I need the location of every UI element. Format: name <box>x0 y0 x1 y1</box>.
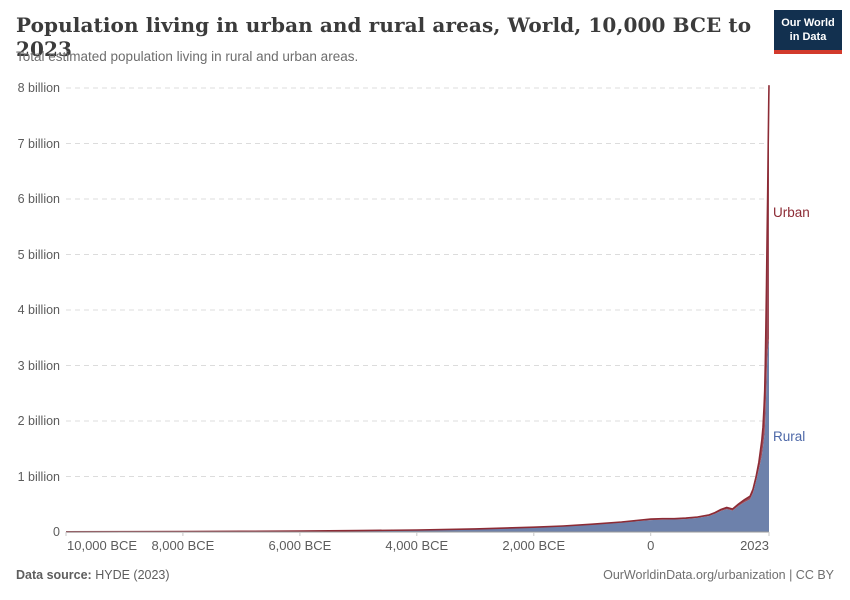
y-axis: 0 1 billion 2 billion 3 billion 4 billion 5 b… <box>0 0 60 560</box>
x-tick-label: 0 <box>647 538 655 553</box>
y-tick-label: 8 billion <box>17 81 60 95</box>
footer: Data source: HYDE (2023) OurWorldinData.… <box>16 568 834 582</box>
x-tick-label: 8,000 BCE <box>151 538 215 553</box>
series-label-rural: Rural <box>773 428 806 444</box>
y-tick-label: 4 billion <box>17 303 60 317</box>
x-tick-label: 6,000 BCE <box>268 538 332 553</box>
y-tick-label: 2 billion <box>17 414 60 428</box>
y-tick-label: 7 billion <box>17 136 60 151</box>
owid-url-link[interactable]: OurWorldinData.org/urbanization | CC BY <box>603 568 834 582</box>
line-urban <box>65 85 770 533</box>
chart-subtitle: Total estimated population living in rur… <box>16 49 359 64</box>
chart-title: Population living in urban and rural are… <box>16 13 752 61</box>
data-source-value: HYDE (2023) <box>91 568 170 582</box>
data-source: Data source: HYDE (2023) <box>16 568 170 582</box>
series-label-urban: Urban <box>773 205 810 221</box>
data-source-label: Data source: <box>16 568 92 582</box>
x-tick-label: 4,000 BCE <box>385 538 449 553</box>
owid-logo: Our World in Data <box>774 10 842 54</box>
x-tick-label: 2023 <box>740 538 769 553</box>
owid-logo-line1: Our World <box>781 17 835 29</box>
x-tick-label: 10,000 BCE <box>67 538 138 553</box>
y-tick-label: 5 billion <box>17 247 60 262</box>
y-tick-label: 3 billion <box>17 358 60 373</box>
owid-logo-accent-bar <box>774 49 842 54</box>
owid-logo-box: Our World in Data <box>774 10 842 50</box>
owid-logo-line2: in Data <box>789 31 827 44</box>
y-tick-label: 0 <box>53 525 60 539</box>
x-tick-label: 2,000 BCE <box>502 538 566 553</box>
y-tick-label: 1 billion <box>17 469 60 484</box>
y-tick-label: 6 billion <box>17 192 60 206</box>
